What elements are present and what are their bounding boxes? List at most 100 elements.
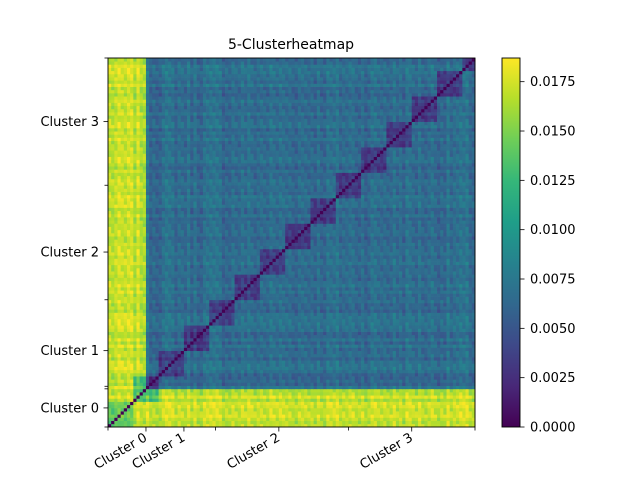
heatmap-cell xyxy=(462,328,466,332)
heatmap-cell xyxy=(180,306,185,310)
heatmap-cell xyxy=(446,395,451,399)
heatmap-cell xyxy=(275,407,280,412)
heatmap-cell xyxy=(244,325,248,329)
heatmap-cell xyxy=(282,372,286,377)
heatmap-cell xyxy=(218,414,223,418)
heatmap-cell xyxy=(161,392,166,396)
heatmap-cell xyxy=(395,353,400,358)
heatmap-cell xyxy=(456,337,460,342)
heatmap-cell xyxy=(300,411,305,415)
heatmap-cell xyxy=(345,353,349,358)
heatmap-cell xyxy=(161,360,166,364)
heatmap-cell xyxy=(199,407,204,412)
heatmap-cell xyxy=(266,312,270,317)
heatmap-cell xyxy=(459,318,463,323)
heatmap-cell xyxy=(364,331,368,336)
heatmap-cell xyxy=(193,306,197,310)
heatmap-cell xyxy=(405,331,409,336)
heatmap-cell xyxy=(421,360,425,364)
heatmap-cell xyxy=(297,414,302,418)
heatmap-cell xyxy=(183,347,188,352)
heatmap-cell xyxy=(405,341,409,345)
heatmap-cell xyxy=(307,414,311,418)
heatmap-cell xyxy=(168,325,172,329)
heatmap-cell xyxy=(193,296,197,301)
heatmap-cell xyxy=(288,312,292,317)
heatmap-cell xyxy=(272,328,277,332)
heatmap-cell xyxy=(332,366,337,371)
heatmap-cell xyxy=(206,388,210,393)
heatmap-cell xyxy=(244,290,248,294)
heatmap-cell xyxy=(411,312,416,317)
heatmap-cell xyxy=(402,353,406,358)
heatmap-cell xyxy=(304,420,308,425)
heatmap-cell xyxy=(250,392,254,396)
heatmap-cell xyxy=(139,411,144,415)
heatmap-cell xyxy=(462,369,466,374)
heatmap-cell xyxy=(345,363,349,367)
heatmap-cell xyxy=(414,360,419,364)
heatmap-cell xyxy=(266,395,270,399)
heatmap-cell xyxy=(291,366,296,371)
heatmap-cell xyxy=(313,423,318,428)
heatmap-cell xyxy=(120,376,125,380)
heatmap-cell xyxy=(155,363,159,367)
heatmap-cell xyxy=(418,296,422,301)
heatmap-cell xyxy=(456,395,460,399)
heatmap-cell xyxy=(386,299,390,304)
heatmap-cell xyxy=(234,341,239,345)
heatmap-cell xyxy=(247,325,251,329)
heatmap-cell xyxy=(357,318,362,323)
heatmap-cell xyxy=(117,334,122,339)
heatmap-cell xyxy=(342,350,346,355)
heatmap-cell xyxy=(446,353,451,358)
heatmap-cell xyxy=(212,407,216,412)
heatmap-cell xyxy=(215,395,220,399)
heatmap-cell xyxy=(256,369,261,374)
heatmap-cell xyxy=(133,401,137,406)
heatmap-cell xyxy=(237,411,242,415)
heatmap-cell xyxy=(367,414,371,418)
heatmap-cell xyxy=(164,392,169,396)
heatmap-cell xyxy=(313,290,318,294)
heatmap-cell xyxy=(471,322,476,326)
heatmap-cell xyxy=(180,414,185,418)
heatmap-cell xyxy=(278,401,283,406)
heatmap-cell xyxy=(282,398,286,402)
heatmap-cell xyxy=(310,423,314,428)
heatmap-cell xyxy=(278,353,283,358)
heatmap-cell xyxy=(354,404,359,409)
heatmap-cell xyxy=(133,315,137,320)
heatmap-cell xyxy=(269,315,273,320)
heatmap-cell xyxy=(250,299,254,304)
heatmap-cell xyxy=(114,296,118,301)
heatmap-cell xyxy=(389,401,394,406)
heatmap-cell xyxy=(399,350,403,355)
heatmap-cell xyxy=(443,388,447,393)
heatmap-cell xyxy=(427,353,432,358)
heatmap-cell xyxy=(313,385,318,390)
heatmap-cell xyxy=(354,344,359,348)
heatmap-cell xyxy=(307,385,311,390)
heatmap-cell xyxy=(402,302,406,307)
heatmap-cell xyxy=(187,312,191,317)
heatmap-cell xyxy=(250,379,254,383)
heatmap-cell xyxy=(411,353,416,358)
heatmap-cell xyxy=(316,423,321,428)
heatmap-cell xyxy=(354,369,359,374)
heatmap-cell xyxy=(221,328,226,332)
heatmap-cell xyxy=(316,385,321,390)
heatmap-cell xyxy=(424,341,428,345)
heatmap-cell xyxy=(130,350,134,355)
heatmap-cell xyxy=(168,366,172,371)
heatmap-cell xyxy=(326,398,330,402)
heatmap-cell xyxy=(307,306,311,310)
heatmap-cell xyxy=(244,401,248,406)
heatmap-cell xyxy=(332,315,337,320)
heatmap-cell xyxy=(300,395,305,399)
heatmap-cell xyxy=(174,357,178,361)
heatmap-cell xyxy=(313,376,318,380)
heatmap-cell xyxy=(209,344,213,348)
heatmap-cell xyxy=(196,353,201,358)
heatmap-cell xyxy=(307,325,311,329)
